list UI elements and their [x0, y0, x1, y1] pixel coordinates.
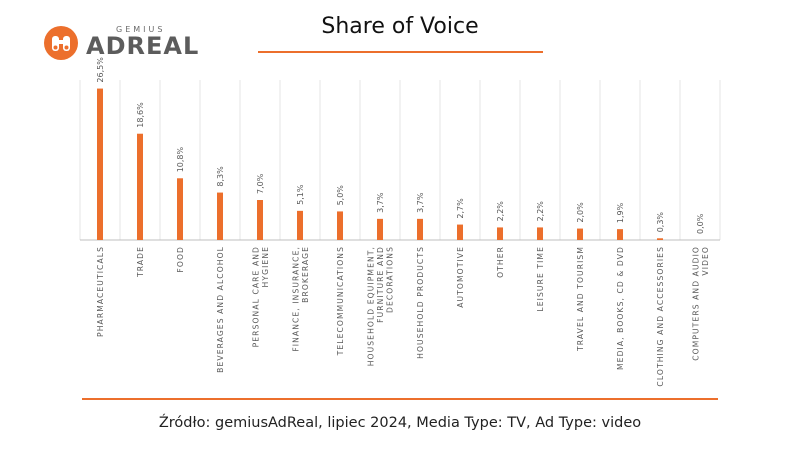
bar — [417, 218, 423, 240]
data-label: 0,0% — [696, 213, 705, 234]
data-label: 3,7% — [416, 192, 425, 213]
bar — [537, 227, 543, 240]
tick-label: MEDIA, BOOKS, CD & DVD — [616, 246, 625, 370]
bar — [657, 238, 663, 240]
data-label: 2,2% — [496, 201, 505, 222]
bar — [497, 227, 503, 240]
tick-label: HYGIENE — [261, 246, 270, 287]
bar — [457, 224, 463, 240]
bar — [137, 133, 143, 240]
bar — [217, 192, 223, 240]
data-label: 5,0% — [336, 185, 345, 206]
data-label: 10,8% — [176, 146, 185, 172]
tick-label: FOOD — [176, 246, 185, 273]
tick-label: VIDEO — [701, 246, 710, 276]
data-label: 7,0% — [256, 173, 265, 194]
logo-brand-big: ADREAL — [86, 32, 200, 60]
adreal-logo: GEMIUS ADREAL — [44, 25, 198, 66]
tick-label: BEVERAGES AND ALCOHOL — [216, 246, 225, 373]
bar — [97, 88, 103, 240]
bar — [177, 178, 183, 240]
tick-label: CLOTHING AND ACCESSORIES — [656, 246, 665, 387]
data-label: 2,0% — [576, 202, 585, 223]
binoculars-icon — [44, 26, 78, 60]
bar — [617, 229, 623, 240]
tick-label: TRADE — [136, 246, 145, 278]
data-label: 5,1% — [296, 184, 305, 205]
tick-label: BROKERAGE — [301, 246, 310, 303]
data-label: 26,5% — [96, 57, 105, 83]
data-label: 1,9% — [616, 202, 625, 223]
tick-label: FINANCE, INSURANCE, — [291, 246, 300, 352]
tick-label: LEISURE TIME — [536, 246, 545, 312]
data-label: 18,6% — [136, 102, 145, 128]
tick-label: DECORATIONS — [386, 246, 395, 313]
logo-brand-small: GEMIUS — [116, 25, 166, 34]
data-label: 3,7% — [376, 192, 385, 213]
page-title: Share of Voice — [321, 14, 479, 39]
data-label: 8,3% — [216, 166, 225, 187]
data-label: 2,2% — [536, 201, 545, 222]
tick-label: PHARMACEUTICALS — [96, 246, 105, 337]
bar — [577, 228, 583, 240]
data-label: 2,7% — [456, 198, 465, 219]
tick-label: PERSONAL CARE AND — [251, 246, 260, 347]
bar — [337, 211, 343, 240]
tick-label: TRAVEL AND TOURISM — [576, 246, 585, 352]
tick-label: FURNITURE AND — [376, 246, 385, 323]
data-label: 0,3% — [656, 212, 665, 233]
bar — [377, 218, 383, 240]
footer-divider — [82, 398, 718, 400]
source-note: Źródło: gemiusAdReal, lipiec 2024, Media… — [158, 415, 642, 431]
tick-label: HOUSEHOLD EQUIPMENT, — [367, 246, 376, 366]
tick-label: AUTOMOTIVE — [456, 246, 465, 308]
tick-label: OTHER — [496, 246, 505, 278]
tick-label: HOUSEHOLD PRODUCTS — [416, 246, 425, 359]
bar — [297, 210, 303, 240]
tick-label: TELECOMMUNICATIONS — [336, 246, 345, 356]
title-underline — [258, 51, 543, 53]
tick-label: COMPUTERS AND AUDIO — [691, 246, 700, 361]
bar — [257, 200, 263, 240]
